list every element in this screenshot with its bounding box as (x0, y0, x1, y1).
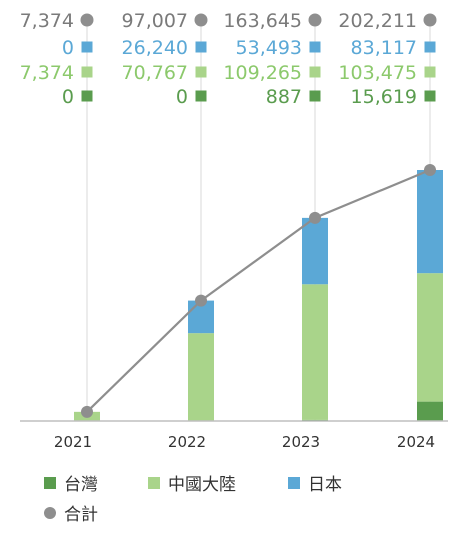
data-label-taiwan-2024: 15,619 (351, 86, 417, 108)
data-label-china-2024: 103,475 (338, 62, 417, 84)
legend-dot-total (44, 506, 56, 519)
total-point-2021 (81, 405, 93, 418)
data-label-china-2021: 7,374 (20, 62, 74, 84)
label-marker-china-2021 (81, 66, 93, 78)
label-marker-total-2022 (194, 13, 208, 27)
data-label-total-2022: 97,007 (122, 10, 188, 32)
legend-swatch-china (148, 476, 160, 489)
label-marker-total-2023 (308, 13, 322, 27)
label-marker-taiwan-2023 (309, 90, 321, 102)
bar-china-2022 (188, 333, 214, 421)
label-marker-japan-2022 (195, 41, 207, 53)
data-label-total-2021: 7,374 (20, 10, 74, 32)
data-label-japan-2024: 83,117 (351, 37, 417, 59)
bar-china-2023 (302, 284, 328, 420)
label-marker-china-2024 (424, 66, 436, 78)
data-label-china-2022: 70,767 (122, 62, 188, 84)
legend-item-total: 合計 (44, 500, 98, 525)
legend-item-taiwan: 台灣 (44, 470, 98, 495)
label-marker-japan-2024 (424, 41, 436, 53)
legend-swatch-japan (288, 476, 300, 489)
bar-taiwan-2024 (417, 401, 443, 421)
legend-label-japan: 日本 (308, 475, 342, 495)
data-label-taiwan-2023: 887 (266, 86, 302, 108)
data-label-japan-2022: 26,240 (122, 37, 188, 59)
label-marker-taiwan-2024 (424, 90, 436, 102)
x-tick-label-2023: 2023 (282, 433, 320, 451)
data-label-total-2024: 202,211 (338, 10, 417, 32)
label-marker-total-2024 (423, 13, 437, 27)
bar-japan-2024 (417, 170, 443, 274)
data-label-japan-2021: 0 (62, 37, 74, 59)
x-tick-label-2021: 2021 (54, 433, 92, 451)
label-marker-taiwan-2021 (81, 90, 93, 102)
legend-item-china: 中國大陸 (148, 470, 236, 495)
total-line (86, 168, 431, 413)
legend-label-taiwan: 台灣 (64, 475, 98, 495)
total-point-2023 (309, 211, 321, 224)
legend-label-total: 合計 (64, 505, 98, 525)
label-marker-china-2023 (309, 66, 321, 78)
legend: 台灣 中國大陸 日本 合計 (44, 466, 464, 526)
legend-label-china: 中國大陸 (168, 475, 236, 495)
x-tick-label-2022: 2022 (168, 433, 206, 451)
data-label-taiwan-2021: 0 (62, 86, 74, 108)
label-marker-japan-2023 (309, 41, 321, 53)
data-label-taiwan-2022: 0 (176, 86, 188, 108)
legend-item-japan: 日本 (288, 470, 342, 495)
legend-swatch-taiwan (44, 476, 56, 489)
bar-japan-2023 (302, 217, 328, 285)
label-marker-china-2022 (195, 66, 207, 78)
label-marker-taiwan-2022 (195, 90, 207, 102)
label-marker-japan-2021 (81, 41, 93, 53)
data-label-total-2023: 163,645 (223, 10, 302, 32)
label-marker-total-2021 (80, 13, 94, 27)
data-label-japan-2023: 53,493 (236, 37, 302, 59)
bar-china-2024 (417, 273, 443, 402)
data-label-china-2023: 109,265 (223, 62, 302, 84)
total-point-2022 (195, 294, 207, 307)
x-tick-label-2024: 2024 (397, 433, 435, 451)
total-point-2024 (424, 164, 436, 176)
